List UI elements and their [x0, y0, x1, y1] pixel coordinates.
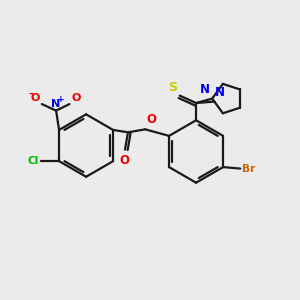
Text: S: S [168, 81, 177, 94]
Text: N: N [215, 86, 225, 99]
Text: O: O [30, 93, 40, 103]
Text: O: O [72, 93, 81, 103]
Text: N: N [200, 82, 210, 96]
Text: O: O [146, 113, 156, 126]
Text: -: - [28, 89, 33, 99]
Text: O: O [119, 154, 129, 167]
Text: Br: Br [242, 164, 255, 174]
Text: N: N [52, 98, 61, 109]
Text: +: + [57, 95, 65, 104]
Text: Cl: Cl [28, 156, 39, 166]
